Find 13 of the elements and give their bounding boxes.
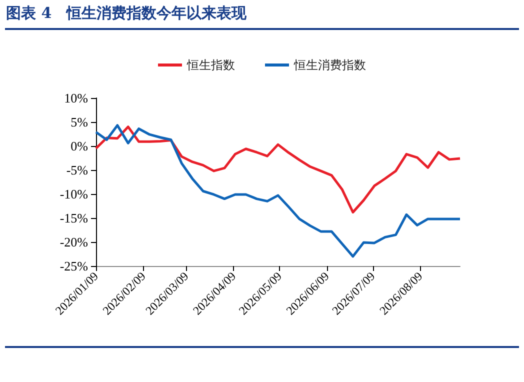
legend-label: 恒生指数 bbox=[186, 58, 235, 72]
line-series bbox=[94, 124, 462, 258]
y-tick-label: 0% bbox=[70, 138, 88, 154]
chart-title: 图表 4 恒生消费指数今年以来表现 bbox=[6, 4, 247, 23]
line-series bbox=[94, 126, 462, 214]
y-tick-label: 5% bbox=[70, 114, 88, 130]
y-tick-label: -10% bbox=[60, 186, 88, 202]
y-tick-label: 10% bbox=[64, 90, 88, 106]
y-tick-label: -5% bbox=[66, 162, 88, 178]
y-tick-label: -20% bbox=[60, 234, 88, 250]
y-tick-label: -15% bbox=[60, 210, 88, 226]
y-tick-label: -25% bbox=[60, 258, 88, 274]
legend-label: 恒生消费指数 bbox=[293, 58, 366, 72]
